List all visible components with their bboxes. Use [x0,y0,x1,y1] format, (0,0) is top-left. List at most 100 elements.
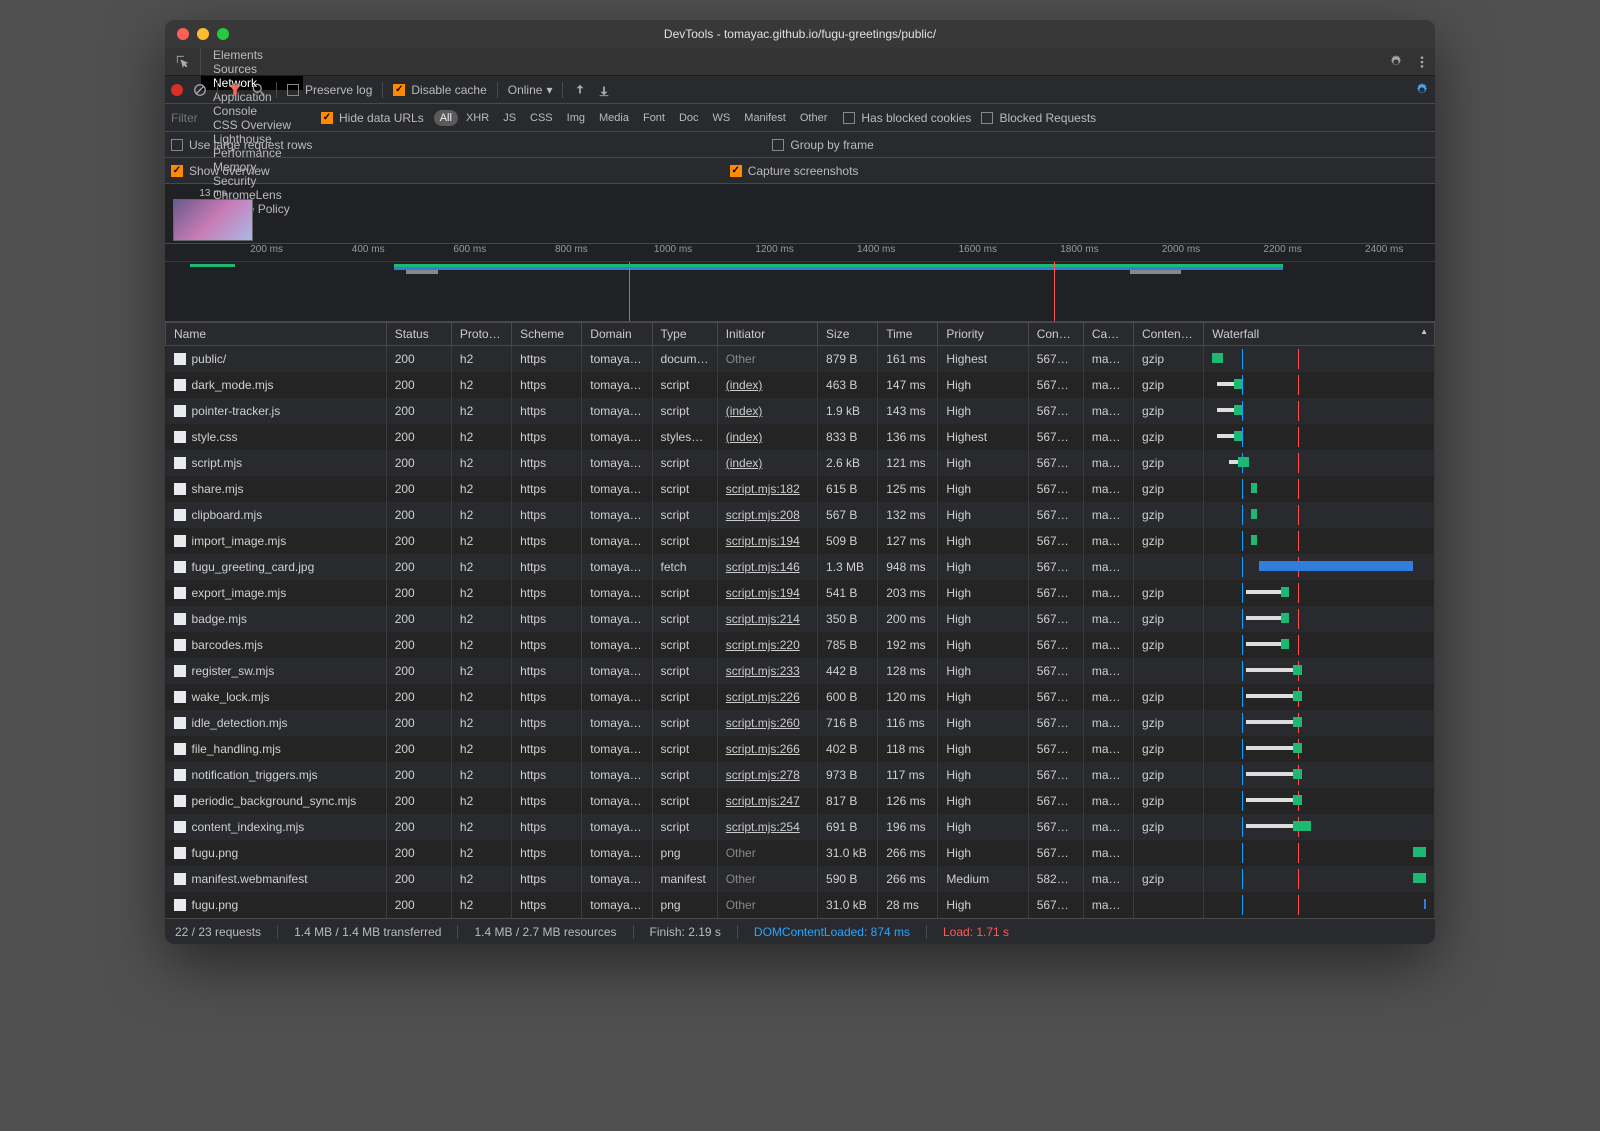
table-row[interactable]: notification_triggers.mjs200h2httpstomay… [166,762,1435,788]
col-content-[interactable]: Content-… [1134,323,1204,346]
file-icon [174,691,186,703]
ruler-tick: 600 ms [453,244,486,255]
settings-button[interactable] [1383,48,1409,75]
file-icon [174,405,186,417]
table-row[interactable]: import_image.mjs200h2httpstomayac…script… [166,528,1435,554]
search-icon[interactable] [252,83,266,97]
table-row[interactable]: share.mjs200h2httpstomayac…scriptscript.… [166,476,1435,502]
gear-icon [1389,55,1403,69]
close-button[interactable] [177,28,189,40]
disable-cache-checkbox[interactable]: Disable cache [393,83,486,97]
file-icon [174,561,186,573]
table-header-row: NameStatusProtocolSchemeDomainTypeInitia… [166,323,1435,346]
col-conne-[interactable]: Conne… [1028,323,1083,346]
filter-type-js[interactable]: JS [497,110,522,126]
col-priority[interactable]: Priority [938,323,1028,346]
col-scheme[interactable]: Scheme [512,323,582,346]
timeline-overview[interactable]: 200 ms400 ms600 ms800 ms1000 ms1200 ms14… [165,244,1435,322]
more-button[interactable] [1409,48,1435,75]
download-har-icon[interactable] [597,83,611,97]
table-row[interactable]: dark_mode.mjs200h2httpstomayac…script(in… [166,372,1435,398]
status-domcontentloaded: DOMContentLoaded: 874 ms [754,925,910,939]
table-row[interactable]: script.mjs200h2httpstomayac…script(index… [166,450,1435,476]
upload-har-icon[interactable] [573,83,587,97]
preserve-log-checkbox[interactable]: Preserve log [287,83,372,97]
file-icon [174,483,186,495]
table-row[interactable]: fugu_greeting_card.jpg200h2httpstomayac…… [166,554,1435,580]
col-cach-[interactable]: Cach… [1083,323,1133,346]
tab-elements[interactable]: Elements [201,48,303,62]
table-row[interactable]: pointer-tracker.js200h2httpstomayac…scri… [166,398,1435,424]
filter-type-ws[interactable]: WS [707,110,737,126]
col-name[interactable]: Name [166,323,387,346]
filter-type-manifest[interactable]: Manifest [738,110,792,126]
status-resources: 1.4 MB / 2.7 MB resources [474,925,616,939]
col-waterfall[interactable]: Waterfall [1204,323,1435,346]
col-type[interactable]: Type [652,323,717,346]
options-row-1: Use large request rows Group by frame [165,132,1435,158]
table-row[interactable]: fugu.png200h2httpstomayac…pngOther31.0 k… [166,892,1435,918]
file-icon [174,613,186,625]
table-row[interactable]: fugu.png200h2httpstomayac…pngOther31.0 k… [166,840,1435,866]
inspect-element-button[interactable] [165,48,201,75]
filter-bar: Hide data URLs AllXHRJSCSSImgMediaFontDo… [165,104,1435,132]
table-row[interactable]: wake_lock.mjs200h2httpstomayac…scriptscr… [166,684,1435,710]
throttling-select[interactable]: Online ▾ [508,83,553,97]
table-row[interactable]: file_handling.mjs200h2httpstomayac…scrip… [166,736,1435,762]
table-row[interactable]: content_indexing.mjs200h2httpstomayac…sc… [166,814,1435,840]
table-row[interactable]: style.css200h2httpstomayac…stylesheet(in… [166,424,1435,450]
col-protocol[interactable]: Protocol [451,323,511,346]
file-icon [174,587,186,599]
clear-icon[interactable] [193,83,207,97]
devtools-window: DevTools - tomayac.github.io/fugu-greeti… [165,20,1435,944]
filmstrip-thumbnail [173,199,253,241]
titlebar: DevTools - tomayac.github.io/fugu-greeti… [165,20,1435,48]
file-icon [174,769,186,781]
col-initiator[interactable]: Initiator [717,323,817,346]
status-transferred: 1.4 MB / 1.4 MB transferred [294,925,441,939]
filter-input[interactable] [171,111,311,125]
blocked-cookies-checkbox[interactable]: Has blocked cookies [843,111,971,125]
table-row[interactable]: idle_detection.mjs200h2httpstomayac…scri… [166,710,1435,736]
table-row[interactable]: register_sw.mjs200h2httpstomayac…scripts… [166,658,1435,684]
filter-type-media[interactable]: Media [593,110,635,126]
maximize-button[interactable] [217,28,229,40]
table-row[interactable]: export_image.mjs200h2httpstomayac…script… [166,580,1435,606]
table-row[interactable]: periodic_background_sync.mjs200h2httpsto… [166,788,1435,814]
hide-data-urls-checkbox[interactable]: Hide data URLs [321,111,424,125]
col-status[interactable]: Status [386,323,451,346]
table-row[interactable]: barcodes.mjs200h2httpstomayac…scriptscri… [166,632,1435,658]
file-icon [174,639,186,651]
large-rows-checkbox[interactable]: Use large request rows [171,138,312,152]
filter-type-other[interactable]: Other [794,110,834,126]
col-time[interactable]: Time [878,323,938,346]
filter-type-img[interactable]: Img [561,110,591,126]
status-finish: Finish: 2.19 s [650,925,721,939]
window-title: DevTools - tomayac.github.io/fugu-greeti… [165,27,1435,41]
filter-icon[interactable] [228,83,242,97]
ruler-tick: 1000 ms [654,244,692,255]
record-button[interactable] [171,84,183,96]
filter-type-doc[interactable]: Doc [673,110,705,126]
filter-type-xhr[interactable]: XHR [460,110,495,126]
table-row[interactable]: clipboard.mjs200h2httpstomayac…scriptscr… [166,502,1435,528]
table-row[interactable]: manifest.webmanifest200h2httpstomayac…ma… [166,866,1435,892]
filmstrip-frame[interactable]: 13 ms [173,188,253,241]
filter-type-all[interactable]: All [434,110,458,126]
capture-screenshots-checkbox[interactable]: Capture screenshots [730,164,859,178]
table-row[interactable]: public/200h2httpstomayac…documentOther87… [166,346,1435,373]
col-domain[interactable]: Domain [582,323,652,346]
show-overview-checkbox[interactable]: Show overview [171,164,270,178]
options-row-2: Show overview Capture screenshots [165,158,1435,184]
table-row[interactable]: badge.mjs200h2httpstomayac…scriptscript.… [166,606,1435,632]
blocked-requests-checkbox[interactable]: Blocked Requests [981,111,1096,125]
group-by-frame-checkbox[interactable]: Group by frame [772,138,873,152]
tab-sources[interactable]: Sources [201,62,303,76]
network-settings-icon[interactable] [1415,83,1429,97]
ruler-tick: 200 ms [250,244,283,255]
col-size[interactable]: Size [818,323,878,346]
filter-type-font[interactable]: Font [637,110,671,126]
filter-type-css[interactable]: CSS [524,110,559,126]
minimize-button[interactable] [197,28,209,40]
file-icon [174,717,186,729]
